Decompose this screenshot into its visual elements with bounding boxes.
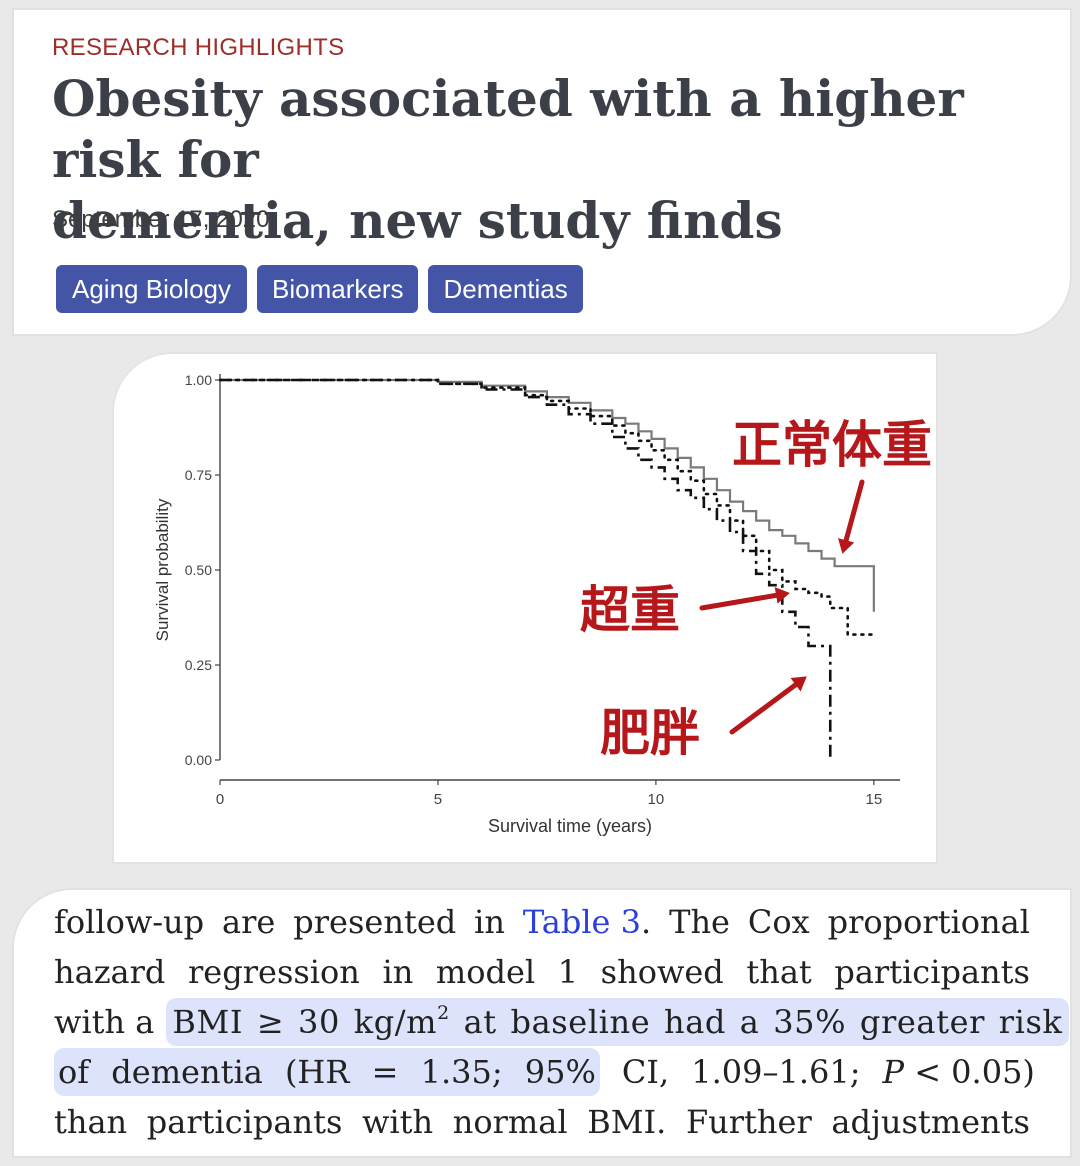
- y-tick-label: 0.00: [185, 752, 212, 768]
- paper-word: hazard: [54, 953, 166, 991]
- annotation-arrow-2: [699, 591, 787, 611]
- x-tick-label: 15: [866, 791, 883, 808]
- annotation-arrowhead-3: [790, 676, 807, 692]
- paper-word: are: [222, 903, 276, 941]
- paper-word: The: [669, 903, 730, 941]
- x-tick-label: 10: [648, 791, 665, 808]
- series-line-3: [220, 378, 832, 760]
- paper-word: model: [435, 953, 536, 991]
- paper-line-3: with a BMI ≥ 30 kg/m2 at baseline had a …: [54, 998, 1069, 1046]
- y-tick-label: 0.50: [185, 562, 212, 578]
- annotation-arrowhead-2: [774, 587, 790, 604]
- paper-word: Further: [685, 1103, 812, 1141]
- y-axis-label: Survival probability: [153, 498, 172, 641]
- paper-word: .: [641, 903, 652, 941]
- paper-word: regression: [187, 953, 360, 991]
- paper-word: participants: [834, 953, 1030, 991]
- superscript: 2: [437, 1002, 450, 1024]
- paper-text: with a: [54, 1003, 155, 1041]
- tag-list: Aging Biology Biomarkers Dementias: [56, 265, 583, 313]
- annotation-label-1: 正常体重: [732, 416, 932, 474]
- tag-biomarkers[interactable]: Biomarkers: [257, 265, 419, 313]
- paper-word: presented: [293, 903, 457, 941]
- paper-text: < 0.05): [914, 1053, 1035, 1091]
- paper-word: adjustments: [831, 1103, 1030, 1141]
- y-tick-label: 0.25: [185, 657, 212, 673]
- table-3-link[interactable]: Table 3: [522, 903, 642, 941]
- paper-word: BMI.: [587, 1103, 667, 1141]
- x-tick-label: 5: [434, 791, 442, 808]
- paper-word: with: [362, 1103, 434, 1141]
- paper-word: showed: [600, 953, 724, 991]
- x-axis-label: Survival time (years): [488, 816, 652, 836]
- series-line-2: [218, 378, 876, 636]
- paper-text: of dementia: [58, 1053, 263, 1091]
- paper-line-5: than participants with normal BMI. Furth…: [54, 1098, 1030, 1146]
- publish-date: September 17, 2020: [52, 206, 270, 233]
- paper-text: 1.09–1.61;: [691, 1053, 861, 1091]
- paper-word: in: [382, 953, 414, 991]
- y-tick-label: 0.75: [185, 467, 212, 483]
- paper-word: Cox: [747, 903, 810, 941]
- risk-text: at baseline had a 35% greater risk: [463, 1003, 1063, 1041]
- bmi-text: BMI ≥ 30 kg/m: [172, 1003, 438, 1041]
- paper-line-1: follow-up are presented in Table 3. The …: [54, 898, 1030, 946]
- x-tick-label: 0: [216, 791, 224, 808]
- series-line-1: [220, 378, 875, 612]
- annotation-label-2: 超重: [580, 581, 680, 639]
- article-header-card: RESEARCH HIGHLIGHTS Obesity associated w…: [12, 8, 1072, 336]
- p-symbol: P: [882, 1053, 905, 1091]
- annotation-arrow-3: [729, 677, 805, 735]
- highlighted-text: BMI ≥ 30 kg/m2 at baseline had a 35% gre…: [166, 998, 1069, 1046]
- paper-word: participants: [146, 1103, 343, 1141]
- article-title: Obesity associated with a higher risk fo…: [52, 68, 1072, 251]
- paper-word: 1: [557, 953, 579, 991]
- annotation-arrowhead-1: [838, 538, 855, 554]
- paper-word: proportional: [827, 903, 1030, 941]
- tag-dementias[interactable]: Dementias: [428, 265, 583, 313]
- section-kicker[interactable]: RESEARCH HIGHLIGHTS: [52, 34, 345, 61]
- paper-excerpt-card: follow-up are presented in Table 3. The …: [12, 888, 1072, 1158]
- annotation-label-3: 肥胖: [600, 704, 700, 762]
- paper-line-2: hazard regression in model 1 showed that…: [54, 948, 1030, 996]
- paper-word: in: [474, 903, 505, 941]
- title-line-1: Obesity associated with a higher risk fo…: [52, 69, 964, 189]
- y-tick-label: 1.00: [185, 372, 212, 388]
- paper-line-4: of dementia (HR = 1.35; 95% CI, 1.09–1.6…: [54, 1048, 1035, 1096]
- title-line-2: dementia, new study finds: [52, 191, 783, 250]
- highlighted-text: of dementia (HR = 1.35; 95%: [54, 1048, 600, 1096]
- tag-aging-biology[interactable]: Aging Biology: [56, 265, 247, 313]
- paper-word: than: [54, 1103, 128, 1141]
- paper-text: (HR = 1.35; 95%: [284, 1053, 596, 1091]
- paper-word: follow-up: [54, 903, 205, 941]
- paper-word: normal: [452, 1103, 568, 1141]
- paper-text: CI,: [621, 1053, 670, 1091]
- annotation-arrow-1: [841, 479, 865, 551]
- paper-word: that: [746, 953, 812, 991]
- survival-chart-card: 0.00 0.25 0.50 0.75 1.00 0 5 10 15 正常体重超重肥胖 Surv…: [112, 352, 938, 864]
